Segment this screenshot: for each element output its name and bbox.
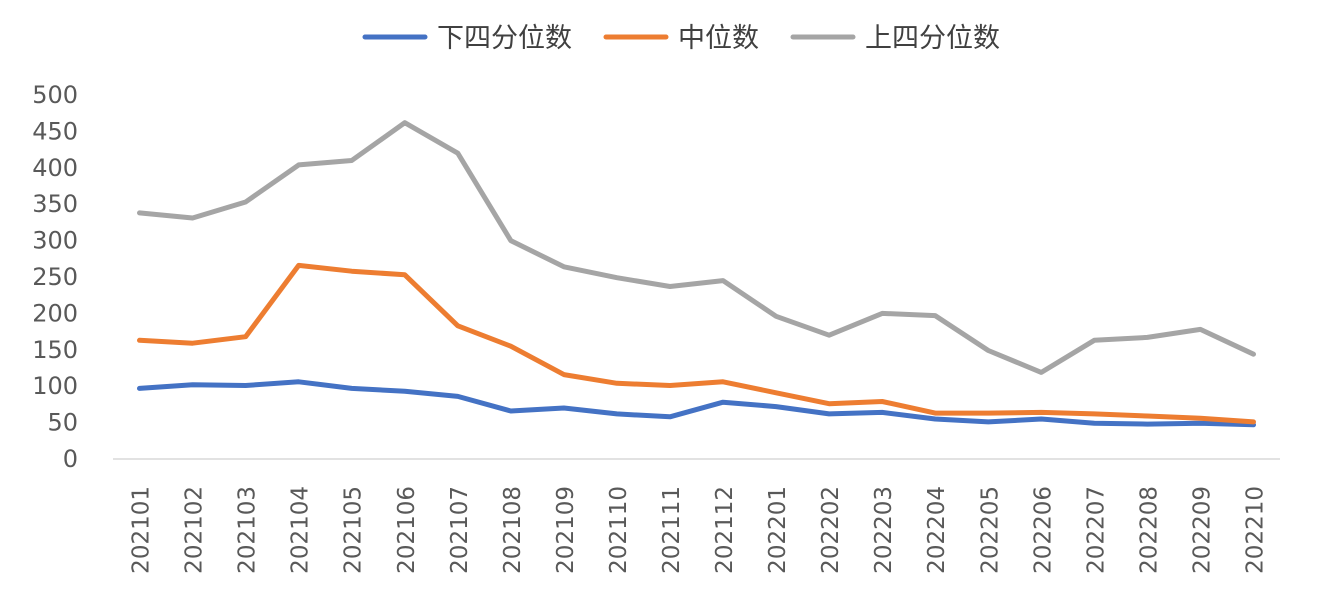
x-tick-label-202201: 202201: [765, 486, 791, 574]
x-tick-label-202108: 202108: [500, 486, 526, 574]
x-tick-label-202111: 202111: [659, 486, 685, 574]
x-tick-label-202101: 202101: [129, 486, 155, 574]
x-tick-label-202102: 202102: [182, 486, 208, 574]
series-line-3: [137, 120, 1256, 375]
y-tick-label-350: 350: [32, 190, 78, 218]
x-tick-label-202210: 202210: [1242, 486, 1268, 574]
x-tick-label-202109: 202109: [553, 486, 579, 574]
y-tick-label-50: 50: [47, 409, 78, 437]
x-tick-label-202105: 202105: [341, 486, 367, 574]
y-tick-label-300: 300: [32, 227, 78, 255]
x-tick-label-202103: 202103: [235, 486, 261, 574]
x-tick-label-202107: 202107: [447, 486, 473, 574]
y-axis: 0 50 100 150 200 250 300 350 400 450 500: [32, 81, 78, 473]
x-axis: 202101 202102 202103 202104 202105 202106 2021…: [113, 458, 1280, 574]
x-tick-label-202209: 202209: [1189, 486, 1215, 574]
y-tick-label-200: 200: [32, 299, 78, 327]
x-tick-label-202110: 202110: [606, 486, 632, 574]
x-tick-label-202106: 202106: [394, 486, 420, 574]
legend: 下四分位数 中位数 上四分位数: [362, 23, 1000, 54]
y-tick-label-500: 500: [32, 81, 78, 109]
x-tick-label-202204: 202204: [924, 486, 950, 574]
x-tick-label-202104: 202104: [288, 486, 314, 574]
legend-label-2: 中位数: [678, 23, 759, 54]
y-tick-label-0: 0: [63, 445, 78, 473]
series-line-1: [137, 379, 1256, 428]
x-tick-label-202206: 202206: [1030, 486, 1056, 574]
y-tick-label-250: 250: [32, 263, 78, 291]
x-tick-label-202208: 202208: [1136, 486, 1162, 574]
x-tick-label-202202: 202202: [818, 486, 844, 574]
x-tick-label-202203: 202203: [871, 486, 897, 574]
x-tick-label-202112: 202112: [712, 486, 738, 574]
series-lines: [137, 120, 1256, 428]
y-tick-label-400: 400: [32, 154, 78, 182]
x-tick-label-202205: 202205: [977, 486, 1003, 574]
y-tick-label-150: 150: [32, 336, 78, 364]
series-line-2: [137, 262, 1256, 425]
x-tick-label-202207: 202207: [1083, 486, 1109, 574]
y-tick-label-100: 100: [32, 372, 78, 400]
legend-label-1: 下四分位数: [437, 23, 572, 54]
legend-label-3: 上四分位数: [865, 23, 1000, 54]
y-tick-label-450: 450: [32, 117, 78, 145]
